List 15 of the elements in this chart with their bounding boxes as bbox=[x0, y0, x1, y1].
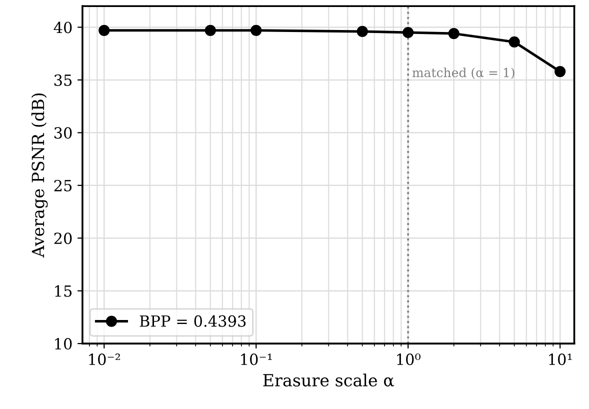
y-tick-label: 25 bbox=[54, 180, 72, 192]
y-axis-title: Average PSNR (dB) bbox=[31, 93, 48, 258]
x-tick-label: 10¹ bbox=[549, 354, 572, 366]
x-tick-label: 10⁻¹ bbox=[241, 354, 272, 366]
x-tick-label: 10⁻² bbox=[89, 354, 120, 366]
y-tick-label: 20 bbox=[54, 232, 72, 244]
y-tick-label: 15 bbox=[55, 285, 72, 297]
y-tick-label: 40 bbox=[54, 22, 72, 34]
x-axis-title: Erasure scale α bbox=[263, 374, 394, 387]
y-tick-label: 30 bbox=[54, 127, 72, 139]
ref-line-label: matched (α = 1) bbox=[412, 68, 514, 80]
x-tick-label: 10⁰ bbox=[397, 354, 420, 366]
y-tick-label: 10 bbox=[55, 338, 72, 350]
legend-label: BPP = 0.4393 bbox=[140, 315, 246, 327]
y-tick-label: 35 bbox=[54, 74, 72, 86]
